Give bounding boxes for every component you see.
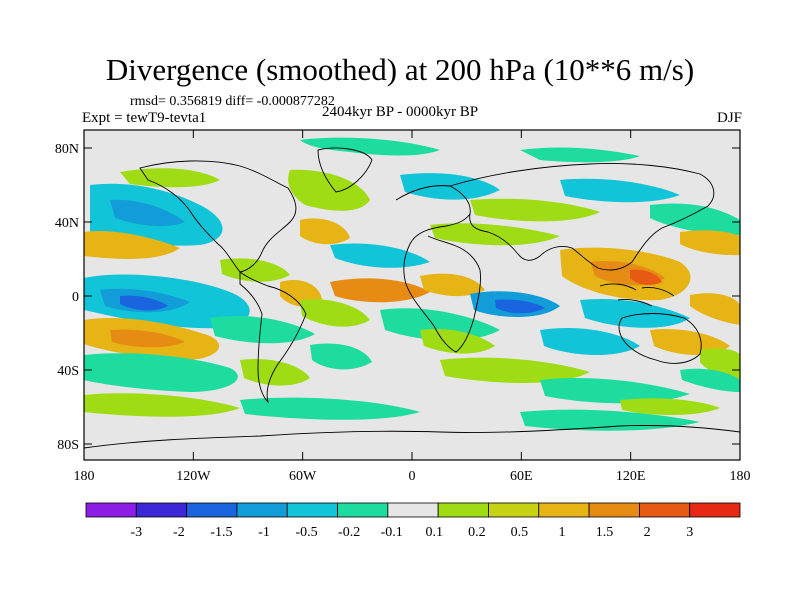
field-region: [380, 308, 500, 341]
colorbar-swatch: [538, 502, 590, 518]
colorbar-label: -2: [173, 525, 185, 540]
lat-label: 80N: [55, 142, 79, 157]
field-region: [680, 230, 740, 256]
coastline: [317, 147, 373, 193]
field-region: [650, 328, 730, 356]
lon-label: 60W: [289, 469, 317, 484]
field-region: [288, 169, 370, 211]
lat-label: 40S: [57, 364, 79, 379]
period-label: 2404kyr BP - 0000kyr BP: [322, 104, 479, 120]
colorbar-swatch: [135, 502, 188, 518]
field-region: [580, 298, 690, 328]
field-region: [440, 357, 590, 383]
field-region: [520, 147, 640, 163]
colorbar-label: -0.5: [295, 525, 317, 540]
colorbar-label: 0.1: [426, 525, 444, 540]
colorbar-label: -0.2: [338, 525, 360, 540]
coastline: [84, 425, 740, 449]
field-region: [210, 315, 315, 344]
colorbar-swatch: [286, 502, 338, 518]
colorbar-label: 0.5: [511, 525, 529, 540]
colorbar-swatch: [488, 502, 540, 518]
lat-label: 80S: [57, 438, 79, 453]
colorbar-label: -0.1: [381, 525, 403, 540]
field-region: [300, 218, 350, 245]
stats-label: rmsd= 0.356819 diff= -0.000877282: [130, 94, 335, 109]
field-region: [540, 327, 640, 356]
field-region: [430, 223, 560, 246]
experiment-label: Expt = tewT9-tevta1: [82, 110, 207, 126]
coastlines: [84, 147, 740, 449]
coastline: [618, 313, 702, 364]
colorbar-label: 1.5: [596, 525, 614, 540]
field-region: [120, 168, 220, 188]
lat-label: 40N: [55, 216, 79, 231]
field-region: [420, 273, 485, 297]
page-title: Divergence (smoothed) at 200 hPa (10**6 …: [105, 52, 695, 87]
colorbar-swatch: [638, 502, 691, 518]
colorbar-label: 3: [686, 525, 693, 540]
colorbar-swatch: [337, 502, 389, 518]
field-region: [240, 358, 310, 386]
colorbar-swatch: [85, 502, 137, 518]
colorbar-label: -3: [130, 525, 142, 540]
colorbar-swatch: [236, 502, 288, 518]
field-region: [220, 258, 290, 282]
season-label: DJF: [716, 110, 742, 126]
colorbar-swatch: [588, 502, 640, 518]
colorbar-label: 1: [558, 525, 565, 540]
lon-label: 0: [409, 469, 416, 484]
field-region: [110, 199, 185, 227]
field-region: [495, 299, 545, 314]
map-axes: 80N 40N 0 40S 80S 180 120W 60W 0 60E 120E 180: [55, 130, 751, 484]
field-region: [620, 398, 720, 415]
divergence-map: [84, 130, 740, 460]
lat-label: 0: [72, 290, 79, 305]
lon-label: 120E: [616, 469, 646, 484]
field-region: [84, 353, 238, 392]
field-region: [240, 397, 420, 420]
coastline: [395, 185, 481, 353]
field-region: [690, 293, 740, 325]
colorbar-label: -1: [258, 525, 270, 540]
field-region: [630, 269, 662, 285]
field-region: [310, 343, 372, 370]
coastline: [599, 283, 675, 307]
field-region: [470, 198, 600, 222]
field-region: [330, 278, 430, 303]
field-region: [300, 137, 440, 156]
lon-label: 180: [730, 469, 751, 484]
coastline: [239, 271, 307, 404]
field-region: [84, 230, 180, 259]
colorbar-swatch: [387, 502, 439, 518]
lon-label: 120W: [176, 469, 211, 484]
colorbar-label: 2: [644, 525, 651, 540]
field-region: [84, 393, 240, 417]
field-region: [540, 377, 690, 404]
coastline: [139, 160, 297, 273]
colorbar-swatch: [437, 502, 489, 518]
coastline: [449, 163, 715, 271]
colorbar: -3 -2 -1.5 -1 -0.5 -0.2 -0.1 0.1 0.2 0.5 1 1.5 2 3: [85, 502, 741, 540]
field-region: [680, 368, 740, 392]
field-region: [700, 348, 740, 380]
colorbar-swatch: [689, 502, 741, 518]
colorbar-label: -1.5: [210, 525, 232, 540]
field-region: [560, 178, 680, 203]
lon-label: 60E: [510, 469, 533, 484]
field-region: [120, 295, 168, 311]
colorbar-swatch: [186, 502, 238, 518]
field-region: [300, 299, 370, 327]
colorbar-label: 0.2: [468, 525, 486, 540]
field-region: [650, 203, 740, 236]
lon-label: 180: [74, 469, 95, 484]
field-region: [330, 243, 430, 268]
field-region: [110, 329, 185, 348]
